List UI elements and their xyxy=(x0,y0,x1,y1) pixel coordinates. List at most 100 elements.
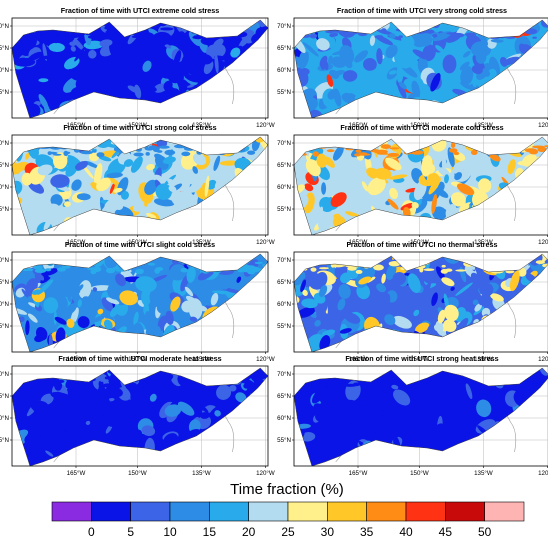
lon-tick-label: 165°W xyxy=(67,122,86,129)
colorbar-tick-label: 5 xyxy=(127,525,134,539)
lon-tick-label: 135°W xyxy=(474,356,493,363)
map-panel-strong-cold: Fraction of time with UTCI strong cold s… xyxy=(0,123,275,246)
colorbar-tick-label: 45 xyxy=(439,525,453,539)
colorbar-tick-label: 15 xyxy=(203,525,217,539)
lon-tick-label: 150°W xyxy=(128,356,147,363)
lon-tick-label: 165°W xyxy=(349,239,368,246)
lat-tick-label: 65°N xyxy=(277,279,291,286)
lat-tick-label: 70°N xyxy=(277,257,291,264)
lon-tick-label: 135°W xyxy=(192,239,211,246)
map-frame xyxy=(11,17,269,119)
map-panel-moderate-heat: Fraction of time with UTCI moderate heat… xyxy=(0,354,275,477)
lat-tick-label: 65°N xyxy=(277,393,291,400)
lon-tick-label: 165°W xyxy=(67,239,86,246)
lat-tick-label: 55°N xyxy=(277,437,291,444)
lat-tick-label: 70°N xyxy=(0,140,9,147)
lat-tick-label: 60°N xyxy=(0,184,9,191)
lat-tick-label: 55°N xyxy=(0,89,9,96)
map-panel-strong-heat: Fraction of time with UTCI strong heat s… xyxy=(277,354,548,477)
colorbar-tick-label: 20 xyxy=(242,525,256,539)
lat-tick-label: 65°N xyxy=(0,162,9,169)
lat-tick-label: 55°N xyxy=(0,323,9,330)
lat-tick-label: 70°N xyxy=(0,23,9,30)
map-frame xyxy=(11,365,269,467)
panel-title: Fraction of time with UTCI moderate cold… xyxy=(340,123,503,132)
panel-title: Fraction of time with UTCI slight cold s… xyxy=(65,240,215,249)
lon-tick-label: 165°W xyxy=(349,356,368,363)
data-field xyxy=(294,137,548,235)
lon-tick-label: 135°W xyxy=(192,470,211,477)
lon-tick-label: 150°W xyxy=(410,239,429,246)
lat-tick-label: 55°N xyxy=(277,89,291,96)
map-frame xyxy=(11,134,269,236)
lon-tick-label: 150°W xyxy=(128,239,147,246)
colorbar-tick-label: 35 xyxy=(360,525,374,539)
lon-tick-label: 120°W xyxy=(538,470,548,477)
map-panel-very-strong-cold: Fraction of time with UTCI very strong c… xyxy=(277,6,548,129)
lat-tick-label: 70°N xyxy=(277,140,291,147)
data-field xyxy=(12,368,268,466)
lon-tick-label: 135°W xyxy=(474,239,493,246)
map-panels: Fraction of time with UTCI extreme cold … xyxy=(0,6,548,477)
colorbar-box xyxy=(209,501,249,522)
colorbar-box xyxy=(327,501,367,522)
lat-tick-label: 60°N xyxy=(277,184,291,191)
panel-title: Fraction of time with UTCI strong cold s… xyxy=(63,123,216,132)
lon-tick-label: 150°W xyxy=(410,356,429,363)
lat-tick-label: 60°N xyxy=(277,415,291,422)
colorbar-box xyxy=(91,501,131,522)
lat-tick-label: 70°N xyxy=(0,371,9,378)
colorbar-box xyxy=(287,501,328,522)
colorbar-tick-label: 50 xyxy=(478,525,492,539)
lat-tick-label: 60°N xyxy=(0,301,9,308)
colorbar-tick-label: 25 xyxy=(281,525,295,539)
lon-tick-label: 120°W xyxy=(538,356,548,363)
lon-tick-label: 150°W xyxy=(128,122,147,129)
colorbar-box xyxy=(366,501,407,522)
lat-tick-label: 70°N xyxy=(277,23,291,30)
colorbar: Time fraction (%) 0 5 10 15 20 25 30 35 40 45 50 xyxy=(51,481,525,539)
panel-title: Fraction of time with UTCI very strong c… xyxy=(337,6,507,15)
colorbar-box xyxy=(405,501,446,522)
lon-tick-label: 120°W xyxy=(256,470,275,477)
lat-tick-label: 60°N xyxy=(0,415,9,422)
map-frame xyxy=(293,134,548,236)
lon-tick-label: 165°W xyxy=(349,122,368,129)
lat-tick-label: 65°N xyxy=(0,45,9,52)
colorbar-labels: 0 5 10 15 20 25 30 35 40 45 50 xyxy=(88,525,492,539)
colorbar-box xyxy=(445,501,485,522)
colorbar-box xyxy=(484,501,525,522)
lat-tick-label: 70°N xyxy=(277,371,291,378)
lat-tick-label: 55°N xyxy=(0,206,9,213)
lon-tick-label: 165°W xyxy=(67,356,86,363)
panel-title: Fraction of time with UTCI no thermal st… xyxy=(347,240,498,249)
colorbar-box xyxy=(51,501,92,522)
colorbar-title: Time fraction (%) xyxy=(230,481,344,498)
lon-tick-label: 150°W xyxy=(128,470,147,477)
data-field xyxy=(12,137,268,235)
colorbar-tick-label: 0 xyxy=(88,525,95,539)
panel-title: Fraction of time with UTCI strong heat s… xyxy=(345,354,498,363)
panel-title: Fraction of time with UTCI extreme cold … xyxy=(61,6,220,15)
map-frame xyxy=(293,365,548,467)
map-panel-no-thermal: Fraction of time with UTCI no thermal st… xyxy=(277,240,548,363)
lon-tick-label: 150°W xyxy=(410,122,429,129)
lon-tick-label: 120°W xyxy=(256,356,275,363)
colorbar-tick-label: 40 xyxy=(399,525,413,539)
lat-tick-label: 60°N xyxy=(0,67,9,74)
lat-tick-label: 60°N xyxy=(277,301,291,308)
lat-tick-label: 65°N xyxy=(0,279,9,286)
lon-tick-label: 150°W xyxy=(410,470,429,477)
lat-tick-label: 60°N xyxy=(277,67,291,74)
lat-tick-label: 55°N xyxy=(277,323,291,330)
lon-tick-label: 120°W xyxy=(256,239,275,246)
map-frame xyxy=(293,251,548,353)
colorbar-box xyxy=(169,501,210,522)
colorbar-boxes xyxy=(51,501,525,522)
lon-tick-label: 165°W xyxy=(349,470,368,477)
lat-tick-label: 70°N xyxy=(0,257,9,264)
lon-tick-label: 120°W xyxy=(256,122,275,129)
map-panel-slight-cold: Fraction of time with UTCI slight cold s… xyxy=(0,240,275,363)
lat-tick-label: 65°N xyxy=(0,393,9,400)
map-panel-extreme-cold: Fraction of time with UTCI extreme cold … xyxy=(0,6,275,129)
